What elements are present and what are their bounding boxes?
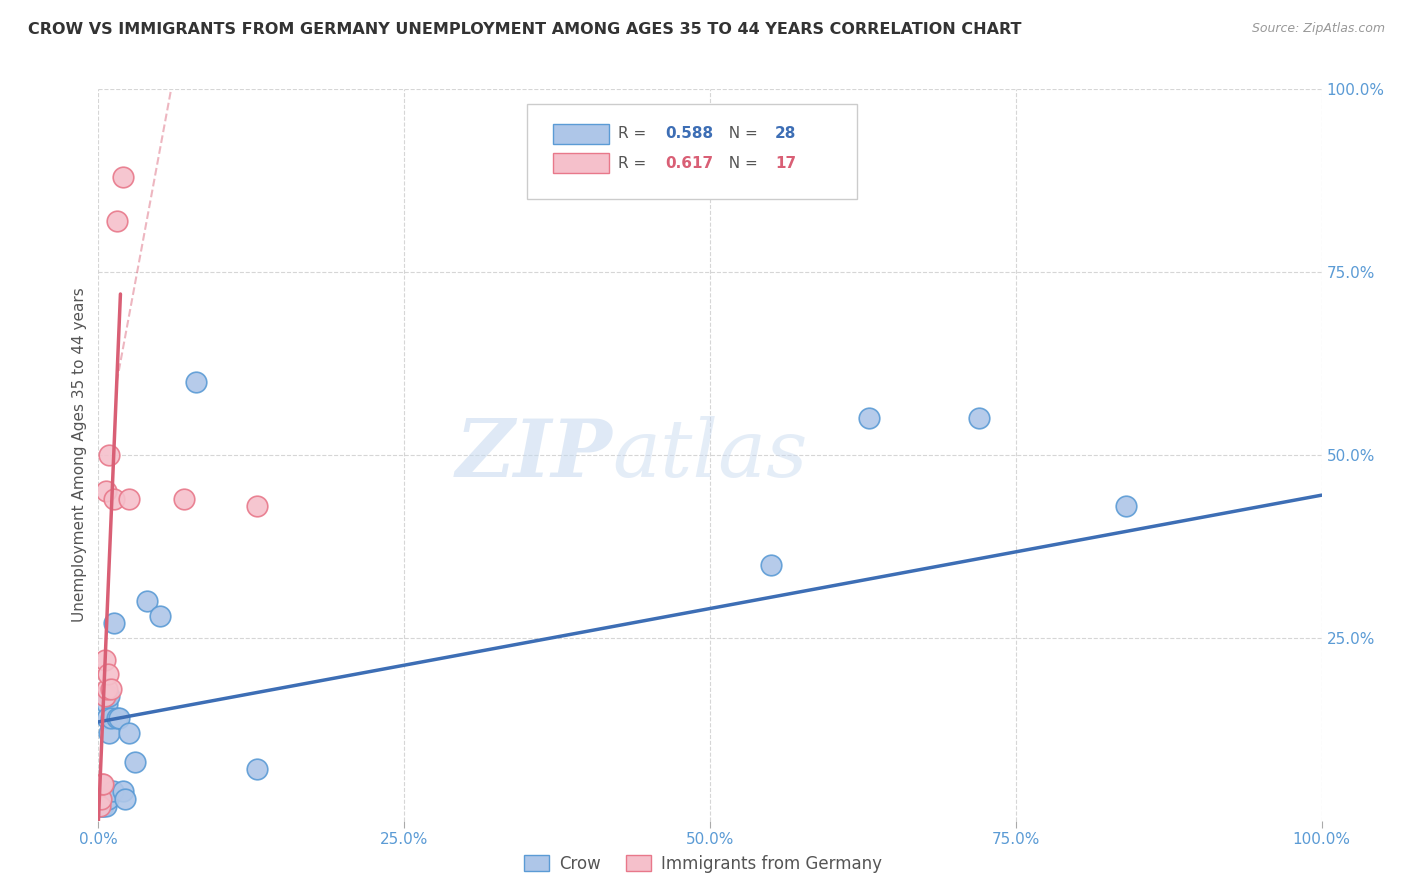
Point — [98, 690, 121, 704]
Point — [246, 499, 269, 513]
Text: ZIP: ZIP — [456, 417, 612, 493]
Point — [94, 690, 117, 704]
Text: 0.588: 0.588 — [665, 127, 713, 141]
Point — [858, 411, 880, 425]
Point — [91, 777, 114, 791]
Text: atlas: atlas — [612, 417, 807, 493]
Point — [98, 726, 121, 740]
Point — [91, 777, 114, 791]
Point — [94, 799, 117, 814]
Point — [111, 784, 134, 798]
Text: 17: 17 — [775, 155, 796, 170]
Point — [1115, 499, 1137, 513]
Point — [91, 799, 114, 814]
Point — [105, 711, 128, 725]
Point — [96, 681, 118, 696]
Point — [89, 799, 111, 814]
Point — [114, 791, 136, 805]
Point — [96, 697, 118, 711]
Point — [186, 375, 208, 389]
FancyBboxPatch shape — [554, 124, 609, 145]
Point — [93, 690, 115, 704]
Text: R =: R = — [619, 155, 651, 170]
Point — [89, 799, 111, 814]
Point — [103, 491, 125, 506]
Point — [100, 711, 122, 725]
Text: 0.617: 0.617 — [665, 155, 713, 170]
Point — [118, 726, 141, 740]
Legend: Crow, Immigrants from Germany: Crow, Immigrants from Germany — [517, 848, 889, 880]
Point — [111, 169, 134, 184]
Point — [118, 491, 141, 506]
Point — [90, 791, 112, 805]
Point — [100, 681, 122, 696]
Text: CROW VS IMMIGRANTS FROM GERMANY UNEMPLOYMENT AMONG AGES 35 TO 44 YEARS CORRELATI: CROW VS IMMIGRANTS FROM GERMANY UNEMPLOY… — [28, 22, 1022, 37]
Point — [96, 711, 118, 725]
Text: N =: N = — [718, 155, 762, 170]
FancyBboxPatch shape — [526, 103, 856, 199]
Point — [98, 448, 121, 462]
Point — [94, 484, 117, 499]
Y-axis label: Unemployment Among Ages 35 to 44 years: Unemployment Among Ages 35 to 44 years — [72, 287, 87, 623]
Text: 28: 28 — [775, 127, 796, 141]
Point — [101, 784, 124, 798]
Point — [246, 763, 269, 777]
Point — [105, 214, 128, 228]
FancyBboxPatch shape — [554, 153, 609, 173]
Point — [97, 667, 120, 681]
Point — [91, 799, 114, 814]
Text: R =: R = — [619, 127, 651, 141]
Point — [149, 608, 172, 623]
Point — [124, 755, 146, 769]
Text: Source: ZipAtlas.com: Source: ZipAtlas.com — [1251, 22, 1385, 36]
Point — [173, 491, 195, 506]
Point — [761, 558, 783, 572]
Point — [93, 653, 115, 667]
Point — [967, 411, 990, 425]
Point — [93, 791, 115, 805]
Point — [103, 616, 125, 631]
Point — [108, 711, 131, 725]
Text: N =: N = — [718, 127, 762, 141]
Point — [136, 594, 159, 608]
Point — [97, 791, 120, 805]
